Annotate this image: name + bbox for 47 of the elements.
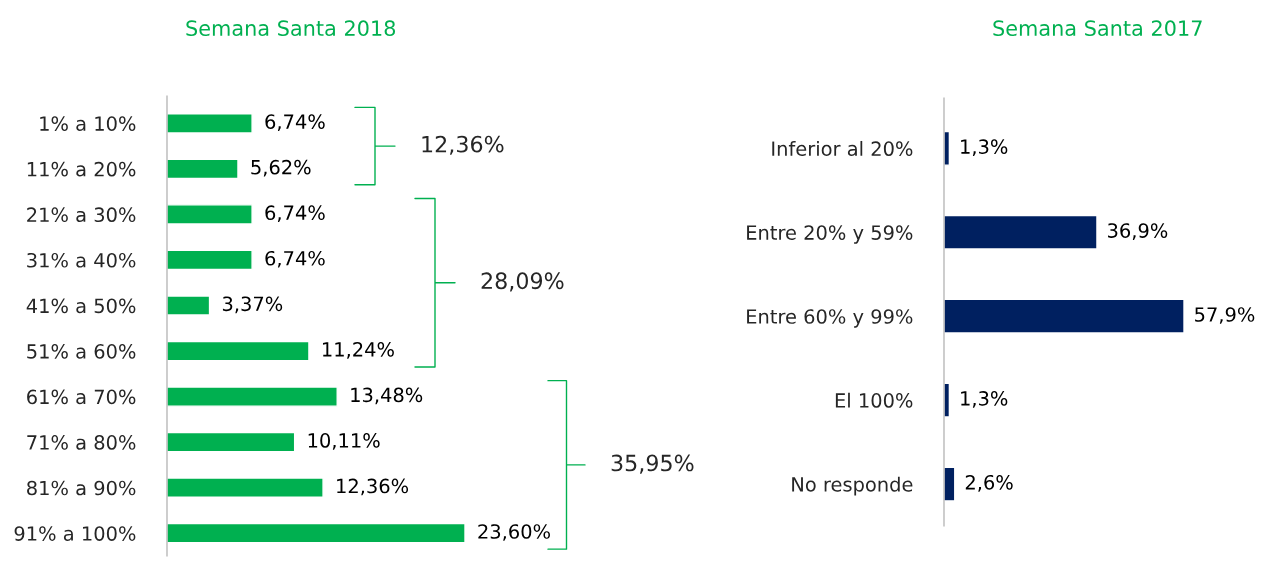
data-label: 36,9% <box>1108 223 1168 240</box>
data-label: 2,6% <box>965 474 1013 492</box>
data-label: 23,60% <box>478 524 550 541</box>
bar <box>167 386 338 407</box>
data-label: 3,37% <box>222 296 283 314</box>
data-label: 12,36% <box>337 478 409 496</box>
chart-title: Semana Santa 2017 <box>993 20 1202 37</box>
bar <box>167 249 253 271</box>
y-tick-label: 91% a 100% <box>14 526 136 541</box>
y-tick-label: 71% a 80% <box>27 435 136 450</box>
bar <box>167 522 465 544</box>
y-tick-label: 11% a 20% <box>27 161 136 177</box>
data-label: 57,9% <box>1195 307 1255 324</box>
y-tick-label: Inferior al 20% <box>772 140 913 157</box>
y-tick-label: Entre 20% y 59% <box>747 225 913 244</box>
y-tick-label: 31% a 40% <box>27 252 136 268</box>
data-label: 1,3% <box>961 139 1008 156</box>
data-label: 10,11% <box>308 433 380 450</box>
y-tick-label: 81% a 90% <box>27 480 136 496</box>
data-label: 11,24% <box>322 341 394 359</box>
y-tick-label: No responde <box>792 476 913 496</box>
bar <box>167 158 239 180</box>
y-tick-label: 21% a 30% <box>27 207 136 223</box>
y-tick-label: Entre 60% y 99% <box>747 309 913 328</box>
data-label: 6,74% <box>265 250 325 268</box>
y-tick-label: 51% a 60% <box>27 344 136 359</box>
bar <box>167 295 211 316</box>
y-tick-label: El 100% <box>835 392 913 408</box>
data-label: 5,62% <box>251 159 311 177</box>
text: 35,95% <box>611 454 694 474</box>
bar <box>167 113 253 134</box>
bar <box>944 298 1184 334</box>
data-label: 6,74% <box>265 114 325 131</box>
data-label: 13,48% <box>351 387 423 405</box>
y-tick-label: 1% a 10% <box>40 116 136 131</box>
bar <box>167 477 324 498</box>
y-tick-label: 41% a 50% <box>26 298 136 314</box>
text: 28,09% <box>481 272 564 292</box>
data-label: 1,3% <box>961 391 1008 408</box>
y-tick-label: 61% a 70% <box>27 389 136 405</box>
data-label: 6,74% <box>265 205 325 223</box>
chart-title: Semana Santa 2018 <box>186 20 396 37</box>
bar <box>167 340 310 362</box>
annotation: 12,36% <box>422 135 504 155</box>
bar <box>944 214 1098 250</box>
bar <box>167 431 296 453</box>
bar <box>167 204 253 225</box>
